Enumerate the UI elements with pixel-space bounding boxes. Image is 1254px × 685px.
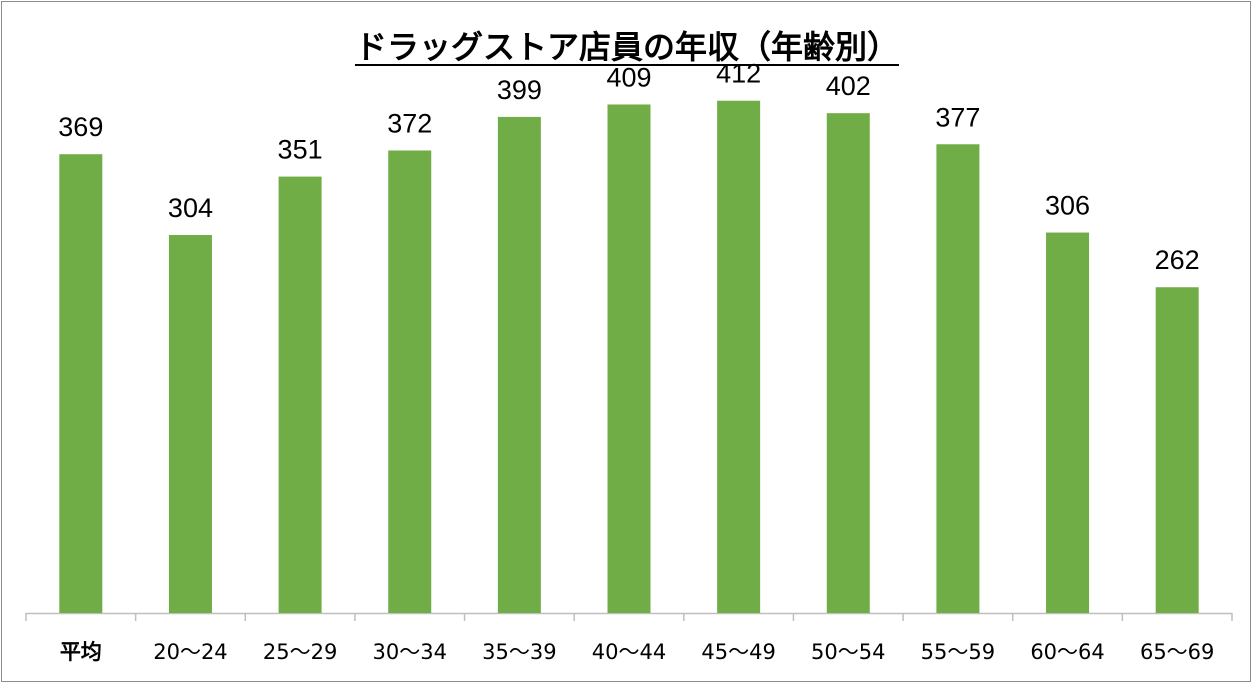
bar	[168, 235, 212, 613]
data-label: 412	[716, 59, 761, 89]
x-tick-label: 60〜64	[1030, 640, 1104, 664]
data-label: 262	[1155, 245, 1200, 275]
x-tick-label: 65〜69	[1140, 640, 1214, 664]
x-tick-label: 45〜49	[701, 640, 775, 664]
data-label: 402	[826, 71, 871, 101]
bar	[278, 176, 322, 613]
x-tick-label: 40〜44	[592, 640, 666, 664]
data-label: 306	[1045, 191, 1090, 221]
bar	[936, 144, 980, 613]
x-tick-label: 20〜24	[153, 640, 227, 664]
data-label: 372	[387, 108, 432, 138]
data-label: 304	[168, 193, 213, 223]
x-tick-label: 30〜34	[373, 640, 447, 664]
x-tick-label: 50〜54	[811, 640, 885, 664]
x-tick-label: 35〜39	[482, 640, 556, 664]
bar	[607, 104, 651, 613]
bar	[717, 100, 761, 614]
data-label: 409	[606, 62, 651, 92]
bar	[826, 113, 870, 614]
x-tick-label: 55〜59	[921, 640, 995, 664]
bar	[388, 150, 432, 614]
x-tick-label: 平均	[60, 640, 102, 664]
chart-title-text: ドラッグストア店員の年収（年齢別）	[354, 28, 899, 66]
data-label: 369	[58, 112, 103, 142]
bar	[497, 116, 541, 613]
bar	[59, 154, 103, 613]
data-label: 351	[278, 135, 323, 165]
x-tick-label: 25〜29	[263, 640, 337, 664]
chart-title: ドラッグストア店員の年収（年齢別）	[0, 22, 1254, 68]
data-label: 399	[497, 75, 542, 105]
bar	[1155, 287, 1199, 613]
data-label: 377	[935, 102, 980, 132]
bar	[1046, 232, 1090, 614]
